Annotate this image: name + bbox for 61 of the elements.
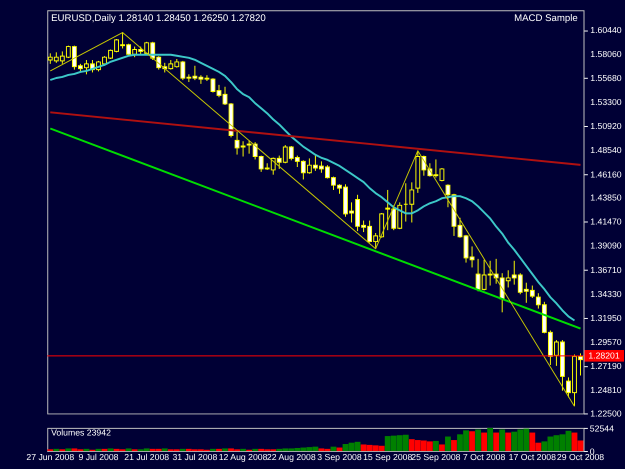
y-tick-label: 1.41470 <box>590 216 622 227</box>
y-tick-label: 1.27190 <box>590 360 622 371</box>
bar <box>222 448 228 452</box>
x-tick-label: 3 Sep 2008 <box>317 452 362 462</box>
annotation: MACD Sample <box>514 12 578 24</box>
x-tick-label: 27 Jun 2008 <box>26 452 74 462</box>
bar <box>505 432 512 452</box>
bar <box>252 448 258 452</box>
bar <box>499 429 506 452</box>
bar <box>475 429 481 452</box>
bar <box>487 428 494 452</box>
y-tick-label: 1.60440 <box>590 24 622 35</box>
candlestick <box>409 182 414 223</box>
x-tick-label: 15 Sep 2008 <box>363 452 412 462</box>
x-tick-label: 22 Aug 2008 <box>266 452 316 462</box>
bar <box>216 448 222 452</box>
x-tick-label: 17 Oct 2008 <box>508 452 556 462</box>
bar <box>433 440 439 452</box>
bar <box>96 448 102 452</box>
bar <box>162 448 168 452</box>
line-series <box>50 32 575 407</box>
y-tick-label: 1.53300 <box>590 97 622 108</box>
y-tick-label: 1.58060 <box>590 49 622 60</box>
bar <box>451 440 457 452</box>
y-tick-label: 1.50920 <box>590 121 622 132</box>
bar <box>439 444 445 452</box>
y-tick-label: 1.34330 <box>590 288 622 299</box>
x-tick-label: 25 Sep 2008 <box>411 452 461 462</box>
y-tick-label: 1.48540 <box>590 145 622 156</box>
y-tick-label: 52544 <box>590 423 614 434</box>
chart-title: EURUSD,Daily 1.28140 1.28450 1.26250 1.27820 <box>51 12 266 24</box>
chart-title: Volumes 23942 <box>51 428 112 438</box>
bar <box>469 431 475 452</box>
y-tick-label: 1.43850 <box>590 192 622 203</box>
y-tick-label: 1.46160 <box>590 169 622 180</box>
y-tick-label: 1.31950 <box>590 312 622 323</box>
y-tick-label: 1.29570 <box>590 336 622 347</box>
y-tick-label: 1.55680 <box>590 73 622 84</box>
bar <box>481 432 487 452</box>
y-tick-label: 1.39090 <box>590 240 622 251</box>
x-tick-label: 7 Oct 2008 <box>462 452 506 462</box>
bar <box>493 432 500 452</box>
y-tick-label: 1.22500 <box>590 408 622 418</box>
bar <box>108 448 114 452</box>
bar <box>330 446 336 452</box>
bar <box>210 448 216 452</box>
bar <box>445 436 451 452</box>
x-tick-label: 9 Jul 2008 <box>78 452 119 462</box>
x-tick-label: 31 Jul 2008 <box>172 452 218 462</box>
y-tick-label: 0 <box>590 446 595 456</box>
y-tick-label: 1.24810 <box>590 385 622 396</box>
x-tick-label: 12 Aug 2008 <box>218 452 268 462</box>
y-tick-label: 1.36710 <box>590 264 622 275</box>
x-tick-label: 21 Jul 2008 <box>124 452 170 462</box>
bar <box>336 448 342 452</box>
ref-line-label: 1.28201 <box>588 350 620 361</box>
bar <box>102 448 108 452</box>
bar <box>126 448 132 452</box>
bar <box>84 448 90 452</box>
bar <box>240 448 246 452</box>
bar <box>65 448 72 452</box>
